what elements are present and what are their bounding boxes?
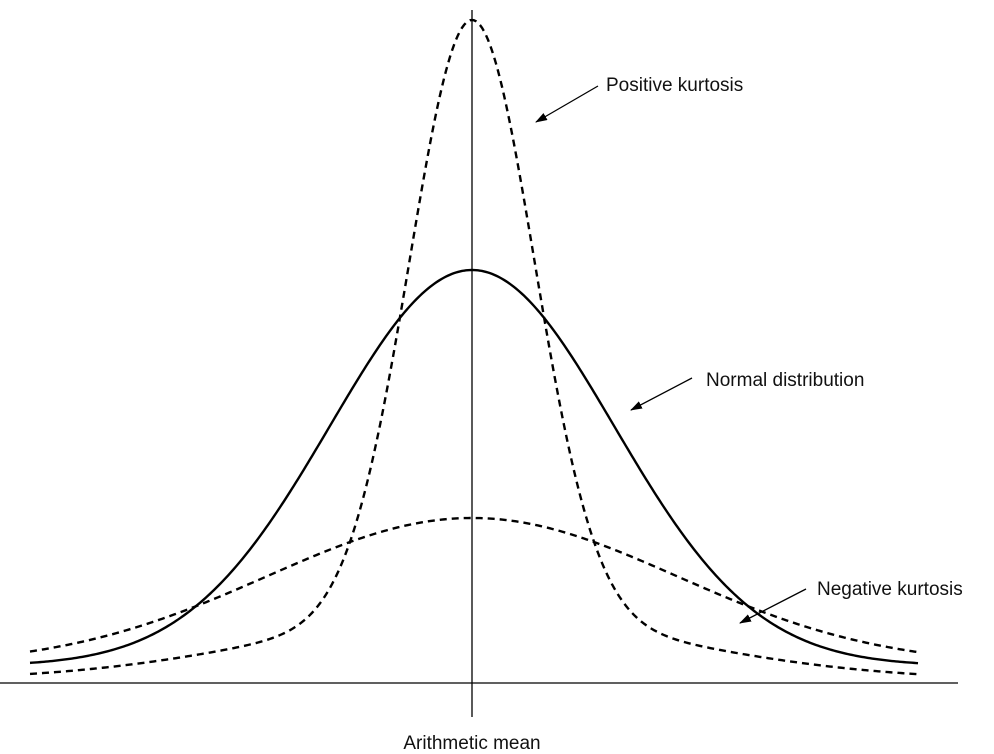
positive-kurtosis-arrow: [535, 85, 599, 123]
arithmetic-mean-label: Arithmetic mean: [403, 733, 540, 754]
normal-distribution-arrow: [630, 377, 693, 411]
negative-kurtosis-label: Negative kurtosis: [817, 579, 963, 600]
positive-kurtosis-label: Positive kurtosis: [606, 75, 743, 96]
normal-distribution-curve: [29, 268, 919, 665]
normal-distribution-label: Normal distribution: [706, 370, 864, 391]
positive-kurtosis-curve: [29, 18, 919, 676]
negative-kurtosis-arrow: [739, 588, 807, 624]
